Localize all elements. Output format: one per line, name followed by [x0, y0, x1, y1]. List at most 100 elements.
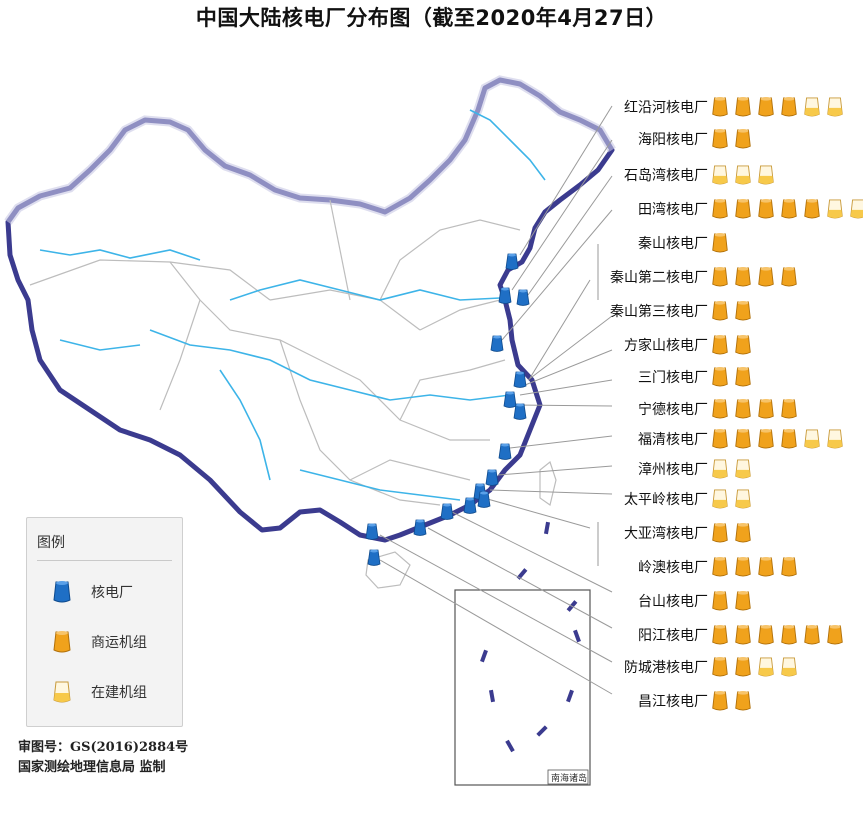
leader-line: [519, 379, 613, 396]
construction-unit-icon: [804, 97, 820, 117]
leader-line: [497, 465, 613, 476]
operating-unit-icon: [781, 625, 797, 645]
nuclear-plant-marker: [516, 289, 530, 306]
legend-item-nuclear-plant: 核电厂: [51, 580, 133, 604]
plant-row: 秦山核电厂: [560, 230, 730, 256]
plant-name: 秦山核电厂: [638, 236, 708, 252]
nuclear-plant-marker: [513, 403, 527, 420]
plant-units: [710, 198, 863, 220]
plant-row: 田湾核电厂: [560, 196, 863, 222]
operating-unit-icon: [781, 557, 797, 577]
operating-unit-icon: [735, 335, 751, 355]
nuclear-plant-icon: [53, 581, 71, 603]
plant-units: [710, 398, 799, 420]
construction-unit-icon: [827, 199, 843, 219]
nuclear-plant-marker: [463, 497, 477, 514]
operating-unit-icon: [804, 625, 820, 645]
leader-line: [529, 279, 591, 379]
operating-unit-icon: [781, 399, 797, 419]
plant-row: 秦山第二核电厂: [560, 264, 799, 290]
plant-row: 秦山第三核电厂: [560, 298, 753, 324]
map-title: 中国大陆核电厂分布图（截至2020年4月27日）: [195, 6, 668, 30]
leader-line: [527, 315, 613, 381]
nuclear-plant-marker: [503, 391, 517, 408]
leader-line: [379, 534, 613, 663]
construction-unit-icon: [712, 459, 728, 479]
nuclear-plant-marker: [485, 469, 499, 486]
plant-name: 昌江核电厂: [638, 694, 708, 710]
operating-unit-icon: [735, 691, 751, 711]
approval-supervisor: 国家测绘地理信息局 监制: [18, 760, 166, 775]
operating-unit-icon: [758, 267, 774, 287]
operating-unit-icon: [712, 657, 728, 677]
operating-unit-icon: [712, 429, 728, 449]
operating-unit-icon: [781, 97, 797, 117]
nuclear-plant-marker: [413, 519, 427, 536]
plant-row: 红沿河核电厂: [560, 94, 845, 120]
operating-unit-icon: [735, 199, 751, 219]
plant-name: 福清核电厂: [638, 432, 708, 448]
operating-unit-icon: [712, 199, 728, 219]
legend-item-construction-unit: 在建机组: [51, 680, 147, 704]
construction-unit-icon: [735, 165, 751, 185]
plant-row: 昌江核电厂: [560, 688, 753, 714]
operating-unit-icon: [712, 267, 728, 287]
map-approval-note: 审图号：GS(2016)2884号 国家测绘地理信息局 监制: [18, 738, 188, 778]
nuclear-plant-marker: [490, 335, 504, 352]
leader-line: [501, 209, 613, 341]
legend-item-operating-unit: 商运机组: [51, 630, 147, 654]
nuclear-plant-marker: [498, 443, 512, 460]
leader-line: [379, 559, 613, 695]
plant-row: 大亚湾核电厂: [560, 520, 753, 546]
construction-unit-icon: [804, 429, 820, 449]
construction-unit-icon: [735, 489, 751, 509]
plant-units: [710, 96, 845, 118]
construction-unit-icon: [827, 97, 843, 117]
operating-unit-icon: [735, 429, 751, 449]
operating-unit-icon: [53, 631, 71, 653]
plant-name: 石岛湾核电厂: [624, 168, 708, 184]
operating-unit-icon: [735, 557, 751, 577]
plant-units: [710, 266, 799, 288]
operating-unit-icon: [712, 591, 728, 611]
plant-units: [710, 522, 753, 544]
nuclear-plant-marker: [477, 491, 491, 508]
plant-row: 阳江核电厂: [560, 622, 845, 648]
operating-unit-icon: [781, 429, 797, 449]
plant-units: [710, 128, 753, 150]
south-sea-inset: [454, 589, 591, 786]
plant-name: 方家山核电厂: [624, 338, 708, 354]
operating-unit-icon: [712, 129, 728, 149]
operating-unit-icon: [758, 97, 774, 117]
nuclear-plant-marker: [513, 371, 527, 388]
operating-unit-icon: [735, 267, 751, 287]
operating-unit-icon: [735, 399, 751, 419]
nuclear-plant-marker: [365, 523, 379, 540]
leader-line: [509, 435, 613, 449]
plant-units: [710, 366, 753, 388]
leader-line: [511, 139, 613, 291]
approval-number: 审图号：GS(2016)2884号: [18, 740, 189, 755]
plant-name: 大亚湾核电厂: [624, 526, 708, 542]
nuclear-plant-marker: [505, 253, 519, 270]
operating-unit-icon: [735, 591, 751, 611]
plant-row: 台山核电厂: [560, 588, 753, 614]
operating-unit-icon: [735, 129, 751, 149]
plant-name: 海阳核电厂: [638, 132, 708, 148]
plant-units: [710, 556, 799, 578]
leader-line: [527, 175, 613, 296]
plant-name: 三门核电厂: [638, 370, 708, 386]
plant-row: 福清核电厂: [560, 426, 845, 452]
province-borders: [29, 199, 521, 506]
operating-unit-icon: [712, 233, 728, 253]
plant-name: 台山核电厂: [638, 594, 708, 610]
plant-units: [710, 164, 776, 186]
plant-row: 太平岭核电厂: [560, 486, 753, 512]
plant-name: 漳州核电厂: [638, 462, 708, 478]
plant-name: 红沿河核电厂: [624, 100, 708, 116]
plant-name: 防城港核电厂: [624, 660, 708, 676]
plant-row: 漳州核电厂: [560, 456, 753, 482]
operating-unit-icon: [735, 625, 751, 645]
china-mainland-outline: [5, 77, 615, 543]
